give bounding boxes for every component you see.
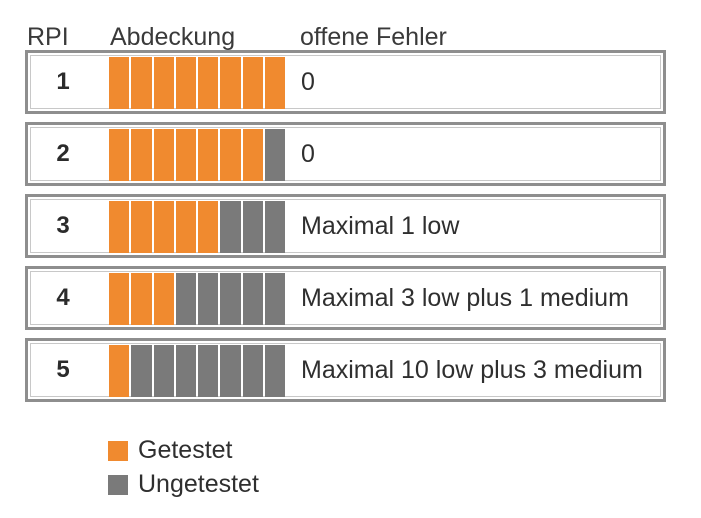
coverage-segment-untested [264,201,285,253]
coverage-segment-tested [109,57,130,109]
coverage-segment-untested [264,129,285,181]
header-coverage: Abdeckung [110,23,236,51]
coverage-segment-untested [242,273,263,325]
legend-swatch-tested [108,440,128,461]
coverage-segment-tested [264,57,285,109]
coverage-segment-tested [109,201,130,253]
coverage-segment-tested [153,129,174,181]
coverage-segment-tested [175,129,196,181]
coverage-segment-tested [242,129,263,181]
coverage-segment-tested [220,129,241,181]
open-errors-value: Maximal 1 low [301,211,460,240]
coverage-segment-untested [220,201,241,253]
rpi-level: 5 [56,356,70,383]
coverage-segment-tested [242,57,263,109]
legend-item-tested: Getestet [108,436,233,465]
coverage-bar [109,57,285,109]
coverage-segment-tested [198,129,219,181]
coverage-segment-untested [131,345,152,397]
coverage-segment-tested [131,201,152,253]
coverage-segment-tested [153,273,174,325]
coverage-segment-untested [264,273,285,325]
coverage-segment-tested [153,201,174,253]
coverage-segment-tested [198,57,219,109]
coverage-segment-tested [198,201,219,253]
rpi-level: 3 [56,212,70,239]
rpi-level: 1 [56,68,70,95]
coverage-segment-tested [220,57,241,109]
coverage-segment-untested [220,273,241,325]
coverage-bar [109,129,285,181]
rpi-level: 4 [56,284,70,311]
coverage-segment-untested [175,273,196,325]
legend-item-untested: Ungetestet [108,470,259,499]
rpi-level: 2 [56,140,70,167]
coverage-segment-untested [242,201,263,253]
coverage-segment-untested [175,345,196,397]
rpi-row: 3 Maximal 1 low [25,194,666,258]
header-open-errors: offene Fehler [300,23,447,51]
coverage-segment-untested [153,345,174,397]
coverage-segment-untested [264,345,285,397]
legend-label-tested: Getestet [138,436,233,464]
header-rpi: RPI [27,23,69,51]
coverage-segment-untested [198,345,219,397]
coverage-segment-tested [131,57,152,109]
coverage-segment-tested [131,129,152,181]
open-errors-value: 0 [301,139,315,168]
coverage-segment-untested [220,345,241,397]
coverage-segment-tested [175,57,196,109]
coverage-segment-tested [175,201,196,253]
coverage-segment-tested [109,129,130,181]
open-errors-value: Maximal 3 low plus 1 medium [301,283,629,312]
legend-swatch-untested [108,474,128,495]
coverage-segment-tested [131,273,152,325]
coverage-bar [109,201,285,253]
rpi-row: 5 Maximal 10 low plus 3 medium [25,338,666,402]
legend-label-untested: Ungetestet [138,470,259,498]
open-errors-value: 0 [301,67,315,96]
rpi-row: 4 Maximal 3 low plus 1 medium [25,266,666,330]
coverage-segment-untested [242,345,263,397]
coverage-segment-tested [153,57,174,109]
coverage-segment-tested [109,273,130,325]
open-errors-value: Maximal 10 low plus 3 medium [301,355,643,384]
coverage-segment-tested [109,345,130,397]
coverage-segment-untested [198,273,219,325]
coverage-bar [109,273,285,325]
coverage-bar [109,345,285,397]
